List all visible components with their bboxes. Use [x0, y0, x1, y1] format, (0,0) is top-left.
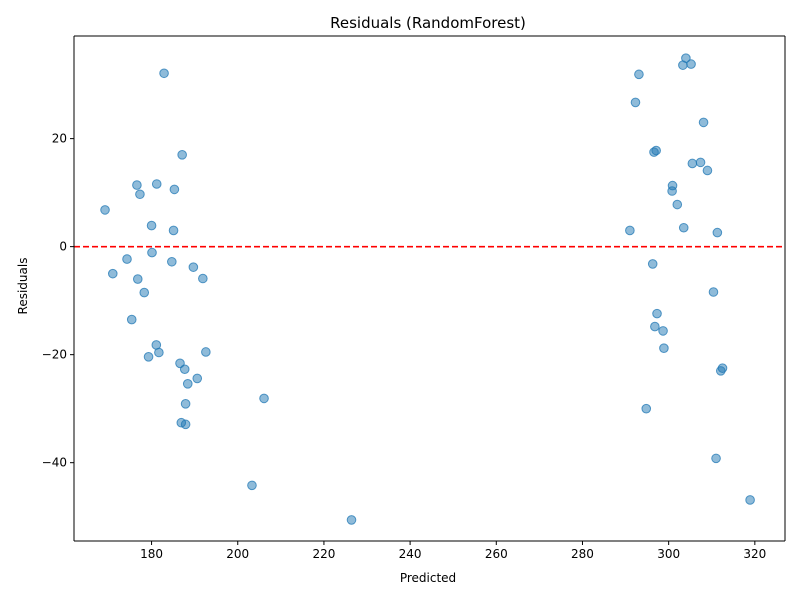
scatter-point	[139, 287, 150, 298]
scatter-point	[630, 97, 641, 108]
x-tick-label: 200	[226, 547, 249, 561]
scatter-point	[678, 222, 689, 233]
scatter-point	[146, 220, 157, 231]
scatter-point	[107, 268, 118, 279]
scatter-point	[122, 254, 132, 264]
scatter-point	[650, 321, 660, 332]
y-tick-label: 0	[59, 240, 67, 254]
scatter-point	[695, 157, 706, 168]
x-tick-label: 220	[312, 547, 335, 561]
x-axis-ticks: 180 200 220 240 260 280 300 320	[140, 541, 766, 561]
scatter-point	[179, 364, 190, 375]
scatter-point	[180, 419, 191, 430]
scatter-point	[658, 326, 668, 336]
scatter-point	[168, 225, 179, 236]
scatter-point	[188, 262, 199, 272]
scatter-point	[647, 259, 658, 269]
scatter-point	[198, 273, 208, 284]
scatter-point	[132, 274, 143, 284]
x-tick-label: 180	[140, 547, 163, 561]
scatter-point	[625, 225, 635, 236]
scatter-point	[247, 480, 257, 491]
y-tick-label: −20	[42, 348, 67, 362]
scatter-point	[681, 53, 691, 63]
scatter-point	[717, 363, 728, 373]
x-tick-label: 260	[485, 547, 508, 561]
scatter-point	[177, 150, 187, 160]
scatter-point	[346, 515, 357, 525]
scatter-point	[652, 308, 662, 319]
x-tick-label: 300	[657, 547, 680, 561]
scatter-point	[143, 352, 154, 362]
scatter-point	[659, 343, 669, 353]
scatter-point	[687, 158, 698, 169]
scatter-point	[201, 347, 211, 357]
scatter-point	[151, 179, 162, 189]
scatter-point	[667, 180, 678, 191]
y-tick-label: 20	[52, 132, 67, 146]
x-tick-label: 240	[399, 547, 422, 561]
scatter-point	[686, 59, 696, 69]
scatter-point	[169, 184, 180, 195]
chart-title: Residuals (RandomForest)	[330, 14, 526, 32]
scatter-point	[132, 180, 142, 190]
scatter-point	[711, 453, 721, 464]
scatter-point	[641, 403, 652, 414]
y-axis-label: Residuals	[16, 258, 30, 315]
scatter-point	[167, 256, 177, 267]
scatter-point	[135, 189, 145, 200]
scatter-point	[192, 373, 203, 384]
scatter-point	[154, 347, 164, 358]
scatter-point	[159, 68, 169, 79]
scatter-point	[702, 165, 713, 176]
plot-area	[74, 53, 785, 525]
scatter-point	[259, 393, 269, 404]
scatter-point	[180, 399, 191, 409]
scatter-point	[651, 145, 661, 156]
scatter-point	[712, 227, 723, 238]
scatter-point	[698, 117, 709, 128]
scatter-point	[147, 247, 157, 258]
x-tick-label: 280	[571, 547, 594, 561]
scatter-point	[126, 314, 137, 325]
scatter-point	[100, 205, 110, 215]
x-tick-label: 320	[743, 547, 766, 561]
scatter-point	[634, 69, 644, 80]
scatter-point	[182, 379, 193, 389]
scatter-point	[708, 287, 719, 297]
y-axis-ticks: −40 −20 0 20	[42, 132, 74, 470]
scatter-point	[745, 495, 755, 505]
x-axis-label: Predicted	[400, 571, 456, 585]
scatter-point	[672, 199, 683, 210]
y-tick-label: −40	[42, 456, 67, 470]
